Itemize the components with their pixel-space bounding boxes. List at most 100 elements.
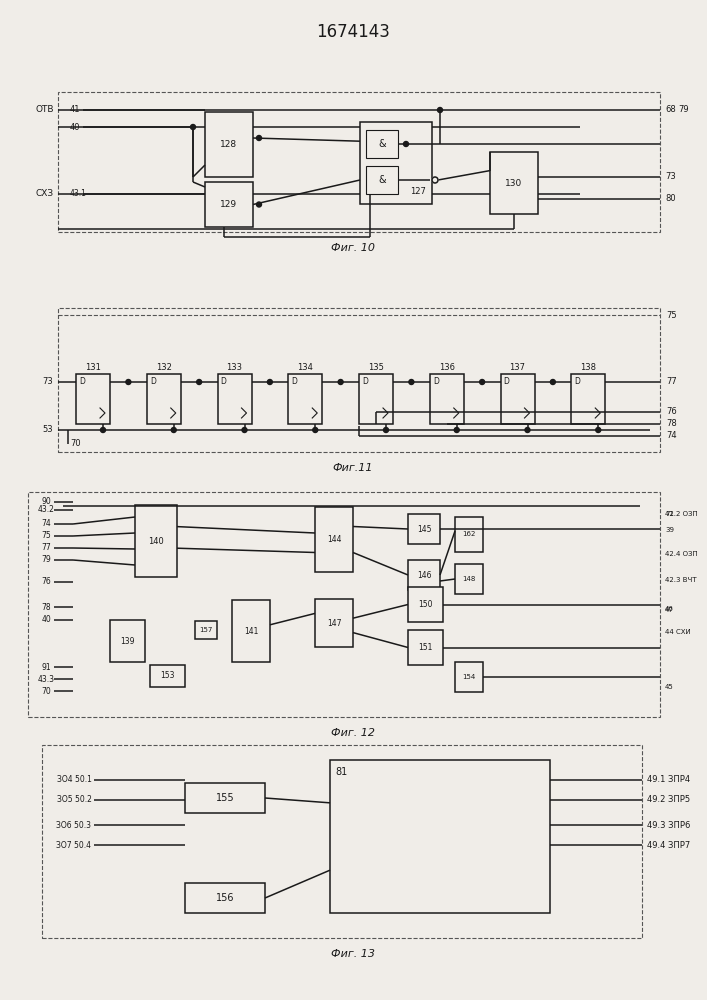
Text: 127: 127 <box>410 188 426 196</box>
Text: 128: 128 <box>221 140 238 149</box>
Bar <box>455 517 483 552</box>
Text: 76: 76 <box>666 408 677 416</box>
Text: D: D <box>433 377 438 386</box>
Text: 129: 129 <box>221 200 238 209</box>
Text: 41: 41 <box>70 105 81 114</box>
Text: 150: 150 <box>419 600 433 609</box>
Text: 130: 130 <box>506 178 522 188</box>
Text: 78: 78 <box>666 420 677 428</box>
Circle shape <box>525 428 530 432</box>
Text: 53: 53 <box>42 426 53 434</box>
Text: 74: 74 <box>41 520 51 528</box>
Bar <box>408 560 440 590</box>
Text: &: & <box>378 139 386 149</box>
Text: 80: 80 <box>665 194 676 203</box>
Text: 68: 68 <box>665 105 676 114</box>
Bar <box>150 665 185 687</box>
Text: 79: 79 <box>678 105 689 114</box>
Bar <box>135 505 177 577</box>
Bar <box>315 599 353 647</box>
Text: 49.3 ЗПР6: 49.3 ЗПР6 <box>647 820 690 830</box>
Text: 151: 151 <box>419 643 433 652</box>
Text: 46: 46 <box>665 606 674 612</box>
Text: 90: 90 <box>41 497 51 506</box>
Text: D: D <box>79 377 85 386</box>
Text: 91: 91 <box>41 662 51 672</box>
Circle shape <box>100 428 105 432</box>
Text: 154: 154 <box>462 674 476 680</box>
Circle shape <box>383 428 389 432</box>
Text: 139: 139 <box>120 637 135 646</box>
Text: 43.2: 43.2 <box>37 506 54 514</box>
Text: 42.4 ОЗП: 42.4 ОЗП <box>665 551 698 557</box>
Circle shape <box>338 379 343 384</box>
Text: &: & <box>378 175 386 185</box>
Text: 42.3 ВЧТ: 42.3 ВЧТ <box>665 577 696 583</box>
Text: D: D <box>291 377 297 386</box>
Text: 157: 157 <box>199 627 213 633</box>
Text: 1674143: 1674143 <box>316 23 390 41</box>
Text: Фиг. 10: Фиг. 10 <box>331 243 375 253</box>
Bar <box>110 620 145 662</box>
Text: 39: 39 <box>665 527 674 533</box>
Text: 131: 131 <box>85 362 101 371</box>
Text: 43.3: 43.3 <box>37 674 54 684</box>
Text: 47: 47 <box>665 607 674 613</box>
Text: 49.4 ЗПР7: 49.4 ЗПР7 <box>647 840 690 850</box>
Text: 40: 40 <box>70 122 81 131</box>
Circle shape <box>479 379 484 384</box>
Bar <box>76 374 110 424</box>
Bar <box>58 92 660 232</box>
Text: 49.2 ЗПР5: 49.2 ЗПР5 <box>647 796 690 804</box>
Circle shape <box>126 379 131 384</box>
Circle shape <box>257 135 262 140</box>
Circle shape <box>455 428 460 432</box>
Text: 138: 138 <box>580 362 596 371</box>
Text: 133: 133 <box>226 362 243 371</box>
Bar <box>359 374 393 424</box>
Text: 44 СХИ: 44 СХИ <box>665 629 691 635</box>
Text: 43.1: 43.1 <box>70 190 87 198</box>
Bar <box>195 621 217 639</box>
Bar <box>366 130 398 158</box>
Text: 148: 148 <box>462 576 476 582</box>
Text: 70: 70 <box>70 440 81 448</box>
Text: D: D <box>150 377 156 386</box>
Bar <box>408 587 443 622</box>
Bar <box>330 760 550 913</box>
Bar <box>366 166 398 194</box>
Bar <box>28 492 660 717</box>
Text: ЗО5 50.2: ЗО5 50.2 <box>57 796 91 804</box>
Text: 75: 75 <box>666 310 677 320</box>
Bar <box>315 507 353 572</box>
Circle shape <box>197 379 201 384</box>
Text: 49.1 ЗПР4: 49.1 ЗПР4 <box>647 776 690 784</box>
Text: D: D <box>503 377 510 386</box>
Circle shape <box>171 428 176 432</box>
Circle shape <box>267 379 272 384</box>
Text: ЗО4 50.1: ЗО4 50.1 <box>57 776 91 784</box>
Text: Фиг. 12: Фиг. 12 <box>331 728 375 738</box>
Text: 146: 146 <box>416 570 431 580</box>
Text: СХЗ: СХЗ <box>36 190 54 198</box>
Text: D: D <box>362 377 368 386</box>
Bar <box>490 152 538 214</box>
Bar <box>430 374 464 424</box>
Bar <box>185 783 265 813</box>
Circle shape <box>242 428 247 432</box>
Text: ЗО6 50.3: ЗО6 50.3 <box>57 820 91 830</box>
Circle shape <box>190 124 196 129</box>
Circle shape <box>432 177 438 183</box>
Text: 75: 75 <box>41 532 51 540</box>
Circle shape <box>404 141 409 146</box>
Text: 134: 134 <box>298 362 313 371</box>
Text: 74: 74 <box>666 432 677 440</box>
Text: 145: 145 <box>416 524 431 534</box>
Text: 45: 45 <box>665 684 674 690</box>
Text: 73: 73 <box>665 172 676 181</box>
Text: ЗО7 50.4: ЗО7 50.4 <box>57 840 91 850</box>
Text: 147: 147 <box>327 618 341 628</box>
Text: 132: 132 <box>156 362 172 371</box>
Bar <box>58 308 660 452</box>
Text: 40: 40 <box>41 615 51 624</box>
